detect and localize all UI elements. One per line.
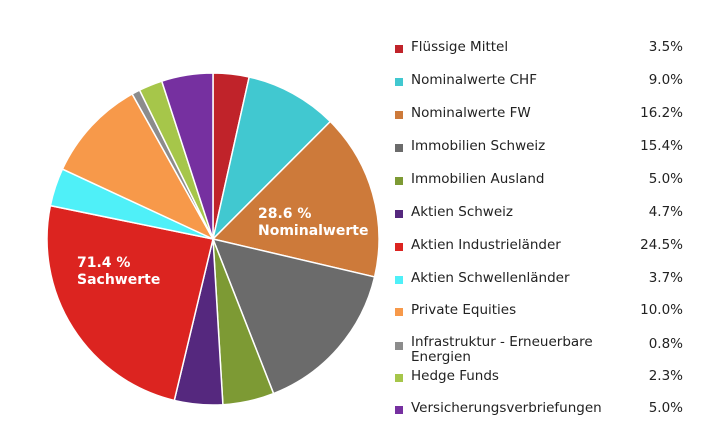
legend-swatch (395, 406, 403, 414)
pie-slice-2 (211, 76, 332, 242)
legend-item: Hedge Funds 2.3% (395, 368, 695, 388)
legend-item: Aktien Schweiz 4.7% (395, 204, 695, 224)
legend-label: Aktien Industrieländer (411, 237, 561, 253)
legend-value: 3.7% (648, 270, 683, 286)
legend-swatch (395, 111, 403, 119)
legend-label: Infrastruktur - Erneuerbare Energien (411, 334, 593, 365)
legend-value: 5.0% (648, 171, 683, 187)
legend-item: Infrastruktur - Erneuerbare Energien 0.8% (395, 335, 695, 365)
pie-slice-3 (211, 120, 380, 278)
legend-item: Aktien Industrieländer 24.5% (395, 237, 695, 257)
legend-value: 9.0% (648, 72, 683, 88)
pie-slice-7 (46, 204, 214, 402)
legend-item: Flüssige Mittel 3.5% (395, 39, 695, 59)
annotation-nominalwerte-pct: 28.6 % (258, 206, 311, 222)
legend-label: Immobilien Ausland (411, 171, 545, 187)
legend-item: Aktien Schwellenländer 3.7% (395, 270, 695, 290)
legend-label: Flüssige Mittel (411, 39, 509, 55)
legend-label: Nominalwerte CHF (411, 72, 537, 88)
legend-label: Hedge Funds (411, 368, 499, 384)
legend-swatch (395, 374, 403, 382)
legend-swatch (395, 342, 403, 350)
legend-swatch (395, 177, 403, 185)
legend-value: 16.2% (640, 105, 683, 121)
pie-slice-12 (160, 72, 214, 240)
pie-slice-4 (211, 237, 376, 395)
pie-slice-9 (61, 92, 215, 241)
legend-label: Immobilien Schweiz (411, 138, 546, 154)
legend-value: 5.0% (648, 400, 683, 416)
legend-swatch (395, 308, 403, 316)
legend-value: 24.5% (640, 237, 683, 253)
annotation-sachwerte-label: Sachwerte (77, 272, 160, 288)
pie-slices (46, 72, 380, 406)
legend-swatch (395, 144, 403, 152)
legend-label: Private Equities (411, 302, 517, 318)
legend-item: Nominalwerte CHF 9.0% (395, 72, 695, 92)
legend-label: Aktien Schweiz (411, 204, 513, 220)
legend-item: Nominalwerte FW 16.2% (395, 105, 695, 125)
annotation-sachwerte-pct: 71.4 % (77, 255, 130, 271)
legend-item: Private Equities 10.0% (395, 302, 695, 322)
legend-value: 3.5% (648, 39, 683, 55)
legend-value: 15.4% (640, 138, 683, 154)
legend-label: Nominalwerte FW (411, 105, 531, 121)
legend-swatch (395, 210, 403, 218)
legend-swatch (395, 78, 403, 86)
legend-swatch (395, 45, 403, 53)
legend-value: 2.3% (648, 368, 683, 384)
legend-value: 4.7% (648, 204, 683, 220)
annotation-nominalwerte-label: Nominalwerte (258, 223, 368, 239)
legend-item: Immobilien Schweiz 15.4% (395, 138, 695, 158)
legend-swatch (395, 276, 403, 284)
legend-label: Aktien Schwellenländer (411, 270, 570, 286)
legend-swatch (395, 243, 403, 251)
legend-item: Versicherungsverbriefungen 5.0% (395, 400, 695, 420)
legend-value: 10.0% (640, 302, 683, 318)
legend-item: Immobilien Ausland 5.0% (395, 171, 695, 191)
legend-value: 0.8% (648, 336, 683, 352)
legend-label: Versicherungsverbriefungen (411, 400, 602, 416)
